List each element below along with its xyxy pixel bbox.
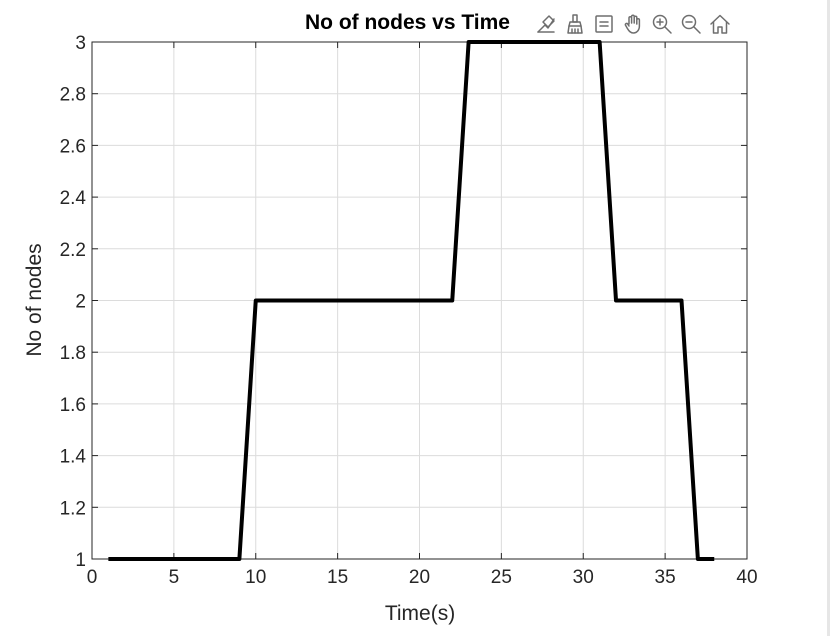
zoom-out-icon[interactable] <box>677 10 704 38</box>
pan-hand-icon[interactable] <box>619 10 646 38</box>
y-tick-label: 3 <box>75 33 86 54</box>
y-axis-label: No of nodes <box>23 243 46 356</box>
y-tick-label: 1.6 <box>60 395 86 416</box>
x-tick-label: 5 <box>169 567 180 588</box>
x-axis-label: Time(s) <box>385 602 455 625</box>
legend-icon[interactable] <box>590 10 617 38</box>
x-tick-label: 0 <box>87 567 98 588</box>
y-tick-label: 2 <box>75 292 86 313</box>
y-tick-label: 1.2 <box>60 498 86 519</box>
data-tips-icon[interactable] <box>532 10 559 38</box>
y-tick-label: 2.2 <box>60 240 86 261</box>
y-tick-label: 1 <box>75 550 86 571</box>
home-restore-icon[interactable] <box>706 10 733 38</box>
y-tick-label: 2.8 <box>60 85 86 106</box>
x-tick-label: 10 <box>245 567 266 588</box>
zoom-in-icon[interactable] <box>648 10 675 38</box>
y-tick-label: 2.6 <box>60 136 86 157</box>
y-tick-label: 1.4 <box>60 447 87 468</box>
x-tick-label: 15 <box>327 567 348 588</box>
axes-toolbar <box>532 10 733 38</box>
y-tick-label: 2.4 <box>60 188 87 209</box>
x-tick-label: 30 <box>573 567 594 588</box>
y-tick-label: 1.8 <box>60 343 86 364</box>
chart-title: No of nodes vs Time <box>305 10 510 36</box>
tick-labels: 0 5 10 15 20 25 30 35 40 1 1.2 1.4 1.6 1.8 2 2.2 2.4 2.6 2… <box>60 33 758 588</box>
x-tick-label: 40 <box>736 567 757 588</box>
brush-icon[interactable] <box>561 10 588 38</box>
x-tick-label: 25 <box>491 567 512 588</box>
x-tick-label: 20 <box>409 567 430 588</box>
x-tick-label: 35 <box>655 567 676 588</box>
